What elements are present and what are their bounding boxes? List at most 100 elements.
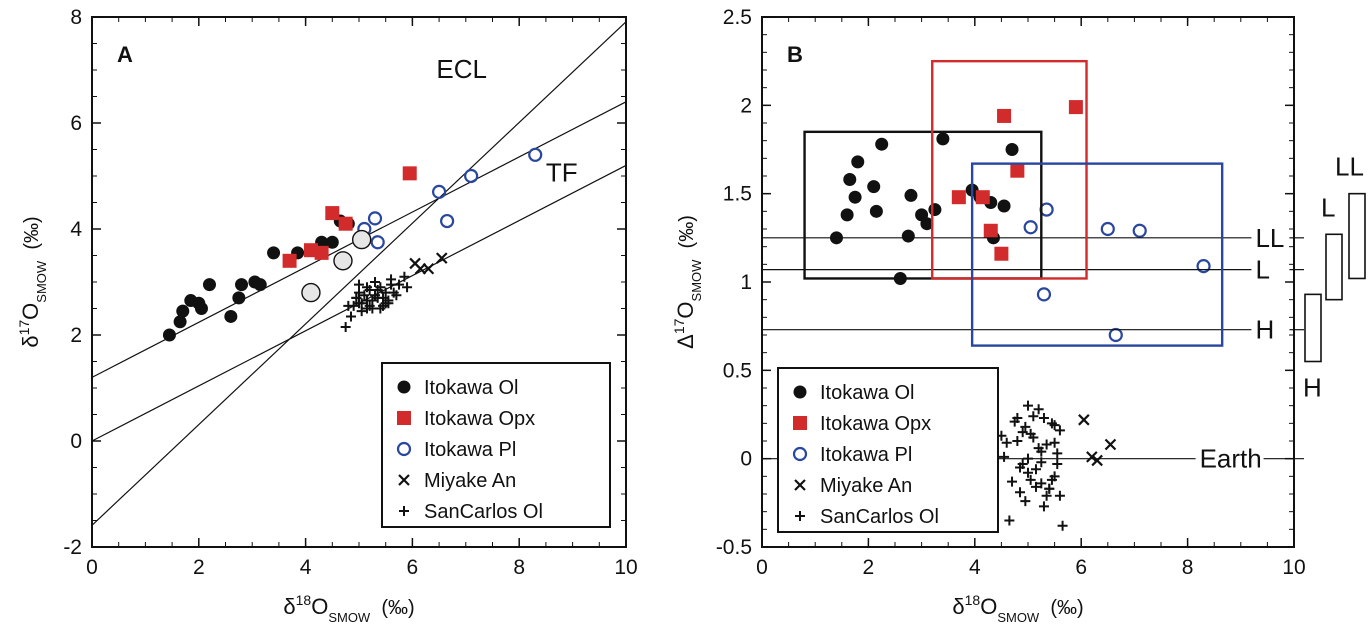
data-point bbox=[354, 279, 364, 290]
y-axis-unit: (‰) bbox=[21, 216, 43, 260]
legend-marker bbox=[399, 506, 409, 516]
y-tick-label: 0.5 bbox=[723, 359, 752, 382]
x-tick-label: 4 bbox=[300, 556, 312, 579]
data-point bbox=[303, 243, 318, 258]
data-point bbox=[267, 246, 281, 260]
legend-label: Itokawa Ol bbox=[424, 377, 518, 399]
y-axis-main: O bbox=[673, 301, 698, 318]
data-point bbox=[1196, 259, 1211, 274]
x-tick-label: 2 bbox=[863, 556, 875, 579]
range-box bbox=[803, 130, 1043, 280]
meteorite-range-bar bbox=[1304, 293, 1322, 363]
x-tick-label: 4 bbox=[969, 556, 981, 579]
range-box bbox=[931, 59, 1088, 280]
y-axis-label: Δ17OSMOW (‰) bbox=[671, 215, 704, 349]
plot-area bbox=[829, 100, 1211, 531]
data-point bbox=[1020, 421, 1031, 432]
data-point bbox=[362, 282, 373, 293]
legend-label: Itokawa Opx bbox=[820, 413, 931, 435]
data-point bbox=[1052, 458, 1063, 469]
data-point bbox=[1068, 100, 1083, 115]
data-point bbox=[1025, 474, 1036, 485]
y-tick-label: 8 bbox=[70, 6, 82, 29]
data-point bbox=[983, 223, 998, 238]
meteorite-range-label: H bbox=[1303, 373, 1322, 403]
data-point bbox=[867, 180, 881, 194]
data-point bbox=[1036, 287, 1052, 302]
data-point bbox=[1001, 437, 1012, 448]
data-point bbox=[1044, 483, 1055, 494]
data-point bbox=[235, 278, 249, 292]
data-point bbox=[314, 245, 329, 260]
data-point bbox=[432, 184, 447, 199]
data-point bbox=[1005, 143, 1019, 156]
x-tick-label: 8 bbox=[513, 556, 525, 579]
legend-marker bbox=[794, 479, 806, 491]
data-point bbox=[1086, 451, 1098, 463]
data-point bbox=[202, 278, 216, 292]
range-box bbox=[970, 162, 1224, 347]
y-axis-sup: 17 bbox=[671, 318, 687, 334]
data-point bbox=[1033, 404, 1044, 415]
data-point bbox=[1004, 515, 1015, 526]
y-tick-label: 4 bbox=[70, 218, 82, 241]
y-axis-symbol: δ bbox=[18, 335, 43, 347]
data-point bbox=[999, 451, 1010, 462]
data-point bbox=[1041, 490, 1052, 501]
series-miyake-an bbox=[1078, 414, 1117, 467]
x-tick-label: 10 bbox=[1282, 556, 1305, 579]
data-point bbox=[1046, 474, 1057, 485]
reference-line-label: H bbox=[1255, 315, 1274, 345]
data-point bbox=[399, 271, 410, 282]
data-point bbox=[1025, 428, 1036, 439]
data-point bbox=[338, 216, 353, 231]
x-tick-label: 0 bbox=[756, 556, 768, 579]
x-tick-label: 2 bbox=[193, 556, 205, 579]
legend-label: Itokawa Pl bbox=[820, 444, 912, 466]
data-point bbox=[528, 147, 543, 162]
data-point bbox=[440, 213, 455, 229]
data-point bbox=[1132, 223, 1147, 238]
data-point bbox=[1030, 481, 1041, 492]
reference-line bbox=[92, 21, 626, 526]
plot-area bbox=[92, 21, 626, 526]
data-point bbox=[1020, 496, 1031, 507]
y-tick-label: 2 bbox=[740, 94, 752, 117]
data-point bbox=[351, 229, 372, 250]
data-point bbox=[901, 229, 915, 243]
data-point bbox=[340, 322, 351, 333]
reference-line-label: TF bbox=[546, 157, 578, 187]
data-point bbox=[422, 262, 435, 275]
series-itokawa-ol bbox=[162, 214, 355, 342]
reference-line-label: LL bbox=[1255, 223, 1284, 253]
data-point bbox=[173, 315, 187, 329]
x-axis-label: δ18OSMOW (‰) bbox=[283, 592, 414, 625]
data-point bbox=[997, 108, 1012, 123]
meteorite-range-label: L bbox=[1321, 192, 1335, 222]
data-point bbox=[325, 206, 340, 221]
data-point bbox=[370, 290, 381, 301]
data-point bbox=[1028, 411, 1039, 422]
series-sancarlos-ol bbox=[996, 400, 1068, 531]
data-point bbox=[840, 208, 854, 222]
data-point bbox=[1057, 520, 1068, 531]
data-point bbox=[435, 252, 448, 264]
data-point bbox=[997, 199, 1011, 213]
series-sancarlos-ol bbox=[340, 271, 413, 333]
y-tick-label: 2 bbox=[70, 324, 82, 347]
x-axis-sup: 18 bbox=[296, 592, 312, 608]
data-point bbox=[194, 302, 208, 315]
legend-label: Miyake An bbox=[820, 475, 912, 497]
data-point bbox=[315, 235, 329, 249]
y-axis-main: O bbox=[18, 303, 43, 320]
y-tick-label: 2.5 bbox=[723, 6, 752, 29]
reference-line-label: L bbox=[1255, 255, 1269, 285]
y-tick-label: 6 bbox=[70, 112, 82, 135]
legend-label: Miyake An bbox=[424, 470, 516, 492]
series-itokawa-pl bbox=[357, 147, 543, 250]
data-point bbox=[388, 287, 399, 298]
y-tick-label: 0 bbox=[740, 448, 752, 471]
data-point bbox=[928, 203, 942, 217]
data-point bbox=[1104, 438, 1117, 451]
